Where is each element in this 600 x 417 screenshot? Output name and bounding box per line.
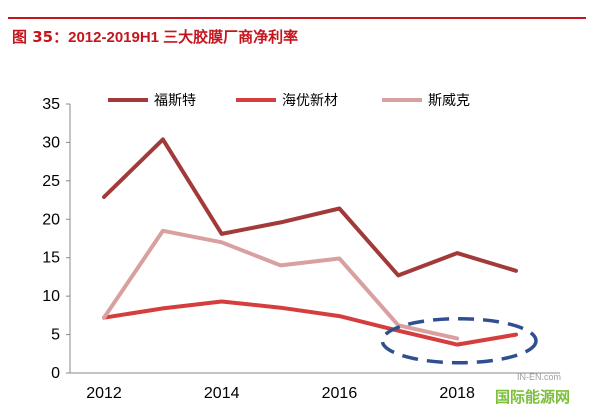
x-tick-labels: 2012 2014 2016 2018 <box>86 385 475 402</box>
y-tick-label: 25 <box>42 173 60 190</box>
watermark-url: IN-EN.com <box>517 372 562 382</box>
x-tick-label: 2014 <box>204 385 240 402</box>
y-tick-label: 20 <box>42 211 60 228</box>
x-tick-label: 2012 <box>86 385 122 402</box>
series-lines <box>102 137 518 347</box>
series-line-1 <box>102 137 518 278</box>
legend-label-3: 斯威克 <box>428 93 470 109</box>
watermark-logo-text: 国际能源网 <box>495 389 571 406</box>
highlight-ellipse <box>380 316 538 365</box>
y-tick-label: 0 <box>51 365 60 382</box>
legend-label-2: 海优新材 <box>282 93 338 109</box>
y-tick-label: 10 <box>42 288 60 305</box>
y-tick-label: 30 <box>42 134 60 151</box>
x-tick-label: 2016 <box>322 385 358 402</box>
y-tick-labels: 0 5 10 15 20 25 30 35 <box>42 96 60 382</box>
title-rule <box>8 17 586 19</box>
figure-title-text: 2012-2019H1 三大胶膜厂商净利率 <box>68 29 299 46</box>
highlight-group <box>380 316 538 365</box>
legend: 福斯特 海优新材 斯威克 <box>108 93 470 109</box>
figure-label: 图 35： <box>12 28 69 46</box>
legend-label-1: 福斯特 <box>154 93 196 109</box>
series-line-2 <box>102 299 518 347</box>
y-tick-label: 15 <box>42 250 60 267</box>
y-tick-label: 5 <box>51 327 60 344</box>
y-tick-label: 35 <box>42 96 60 113</box>
series-line-3 <box>102 228 460 341</box>
axes <box>66 103 560 374</box>
x-tick-label: 2018 <box>439 385 475 402</box>
figure-title: 图 35：2012-2019H1 三大胶膜厂商净利率 <box>12 26 298 47</box>
